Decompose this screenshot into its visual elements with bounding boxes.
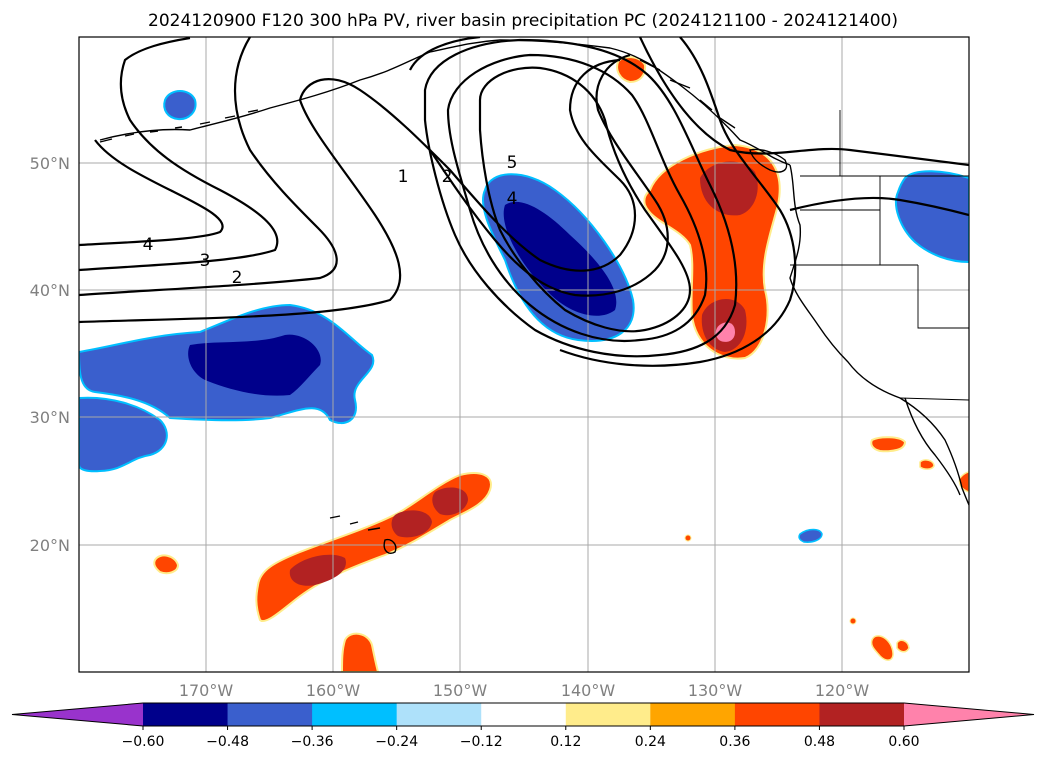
colorbar-tick-label: −0.36 (291, 734, 334, 750)
colorbar-segment (734, 703, 820, 726)
positive-region-southeast-b (896, 639, 910, 653)
colorbar-segment (481, 703, 567, 726)
alaska-coast (99, 39, 791, 166)
baja-peninsula (904, 397, 961, 496)
map-area: 1 2 5 4 4 3 2 (79, 37, 969, 672)
inner-passage-islands (639, 59, 736, 129)
graticule (79, 37, 969, 672)
positive-core-hawaii-mid (391, 510, 432, 538)
colorbar-tick-label: 0.60 (888, 734, 919, 750)
positive-core-hawaii-east (432, 487, 468, 516)
lon-label-130w: 130°W (688, 681, 743, 700)
positive-region-southeast-a (870, 635, 894, 661)
us-state-line-ca-nv (917, 265, 969, 329)
negative-core-central-pacific (188, 334, 321, 396)
contour-label-2-north: 2 (442, 167, 453, 187)
colorbar-segment (396, 703, 482, 726)
positive-region-west-small (153, 554, 180, 575)
pv-contour-2-main (429, 53, 669, 297)
negative-region-pacific-northwest (895, 170, 969, 264)
colorbar-extend-max (904, 703, 1034, 726)
pv-contour-labels: 1 2 5 4 4 3 2 (143, 153, 518, 288)
political-borders (790, 110, 969, 401)
colorbar-tick-label: 0.24 (635, 734, 666, 750)
coastlines (99, 39, 969, 554)
hawaiian-islands (329, 515, 397, 554)
positive-region-alaska-small (616, 56, 647, 84)
colorbar-tick-label: −0.48 (206, 734, 249, 750)
map-frame (78, 36, 970, 673)
pv-contour-4-west (79, 139, 224, 247)
colorbar-tick-label: 0.36 (719, 734, 750, 750)
pv-contour-4-main (446, 53, 708, 342)
negative-region-west-edge (79, 396, 168, 473)
north-america-west-coast (789, 164, 969, 506)
positive-core-hawaii-west (289, 554, 346, 586)
pv-contour-1-main (79, 58, 637, 324)
positive-dot-b (849, 617, 857, 625)
colorbar: −0.60 −0.48 −0.36 −0.24 −0.12 0.12 0.24 0.36 0.4… (11, 702, 1035, 750)
colorbar-tick-label: −0.24 (375, 734, 418, 750)
pv-contours (79, 37, 969, 367)
positive-region-south-blob (341, 632, 380, 672)
contour-label-3-west: 3 (200, 251, 211, 271)
colorbar-segment (143, 703, 229, 726)
positive-peak-south (715, 322, 735, 342)
pv-contour-3-main (423, 38, 738, 358)
colorbar-tick-label: −0.60 (122, 734, 165, 750)
lon-label-170w: 170°W (179, 681, 234, 700)
colorbar-segment (650, 703, 736, 726)
aleutian-islands (99, 109, 259, 143)
pv-contour-3-west (79, 37, 279, 272)
figure-title: 2024120900 F120 300 hPa PV, river basin … (148, 11, 898, 31)
contour-label-4-west: 4 (143, 235, 154, 255)
contour-label-5: 5 (507, 153, 518, 173)
positive-dot-a (684, 534, 692, 542)
lat-label-30n: 30°N (30, 408, 70, 427)
lon-label-160w: 160°W (306, 681, 361, 700)
positive-core-north (700, 161, 758, 216)
us-mexico-border (899, 397, 969, 401)
colorbar-segment (312, 703, 398, 726)
colorbar-segment (819, 703, 905, 726)
contour-label-4-main: 4 (507, 189, 518, 209)
lat-label-20n: 20°N (30, 536, 70, 555)
colorbar-segment (565, 703, 651, 726)
vancouver-island (749, 148, 788, 173)
contour-label-2-west: 2 (232, 268, 243, 288)
colorbar-segment (227, 703, 313, 726)
lon-label-150w: 150°W (433, 681, 488, 700)
contour-label-1: 1 (398, 167, 409, 187)
lon-label-140w: 140°W (561, 681, 616, 700)
pv-contour-2-east (409, 37, 797, 367)
positive-region-baja-small (919, 459, 935, 470)
pv-contour-5 (478, 66, 692, 333)
pv-contour-2-west (79, 37, 338, 297)
colorbar-tick-label: −0.12 (460, 734, 503, 750)
colorbar-extend-min (12, 703, 143, 726)
colorbar-tick-label: 0.48 (804, 734, 835, 750)
negative-region-small-east (798, 528, 823, 543)
colorbar-tick-label: 0.12 (550, 734, 581, 750)
lon-label-120w: 120°W (815, 681, 870, 700)
latitude-labels: 50°N 40°N 30°N 20°N (30, 154, 70, 555)
lat-label-50n: 50°N (30, 154, 70, 173)
positive-region-baja-west (870, 436, 907, 453)
pv-contour-1-east (639, 37, 969, 217)
negative-pc-regions (79, 90, 969, 543)
negative-region-dateline-north (163, 90, 197, 121)
lat-label-40n: 40°N (30, 281, 70, 300)
longitude-labels: 170°W 160°W 150°W 140°W 130°W 120°W (179, 681, 870, 700)
